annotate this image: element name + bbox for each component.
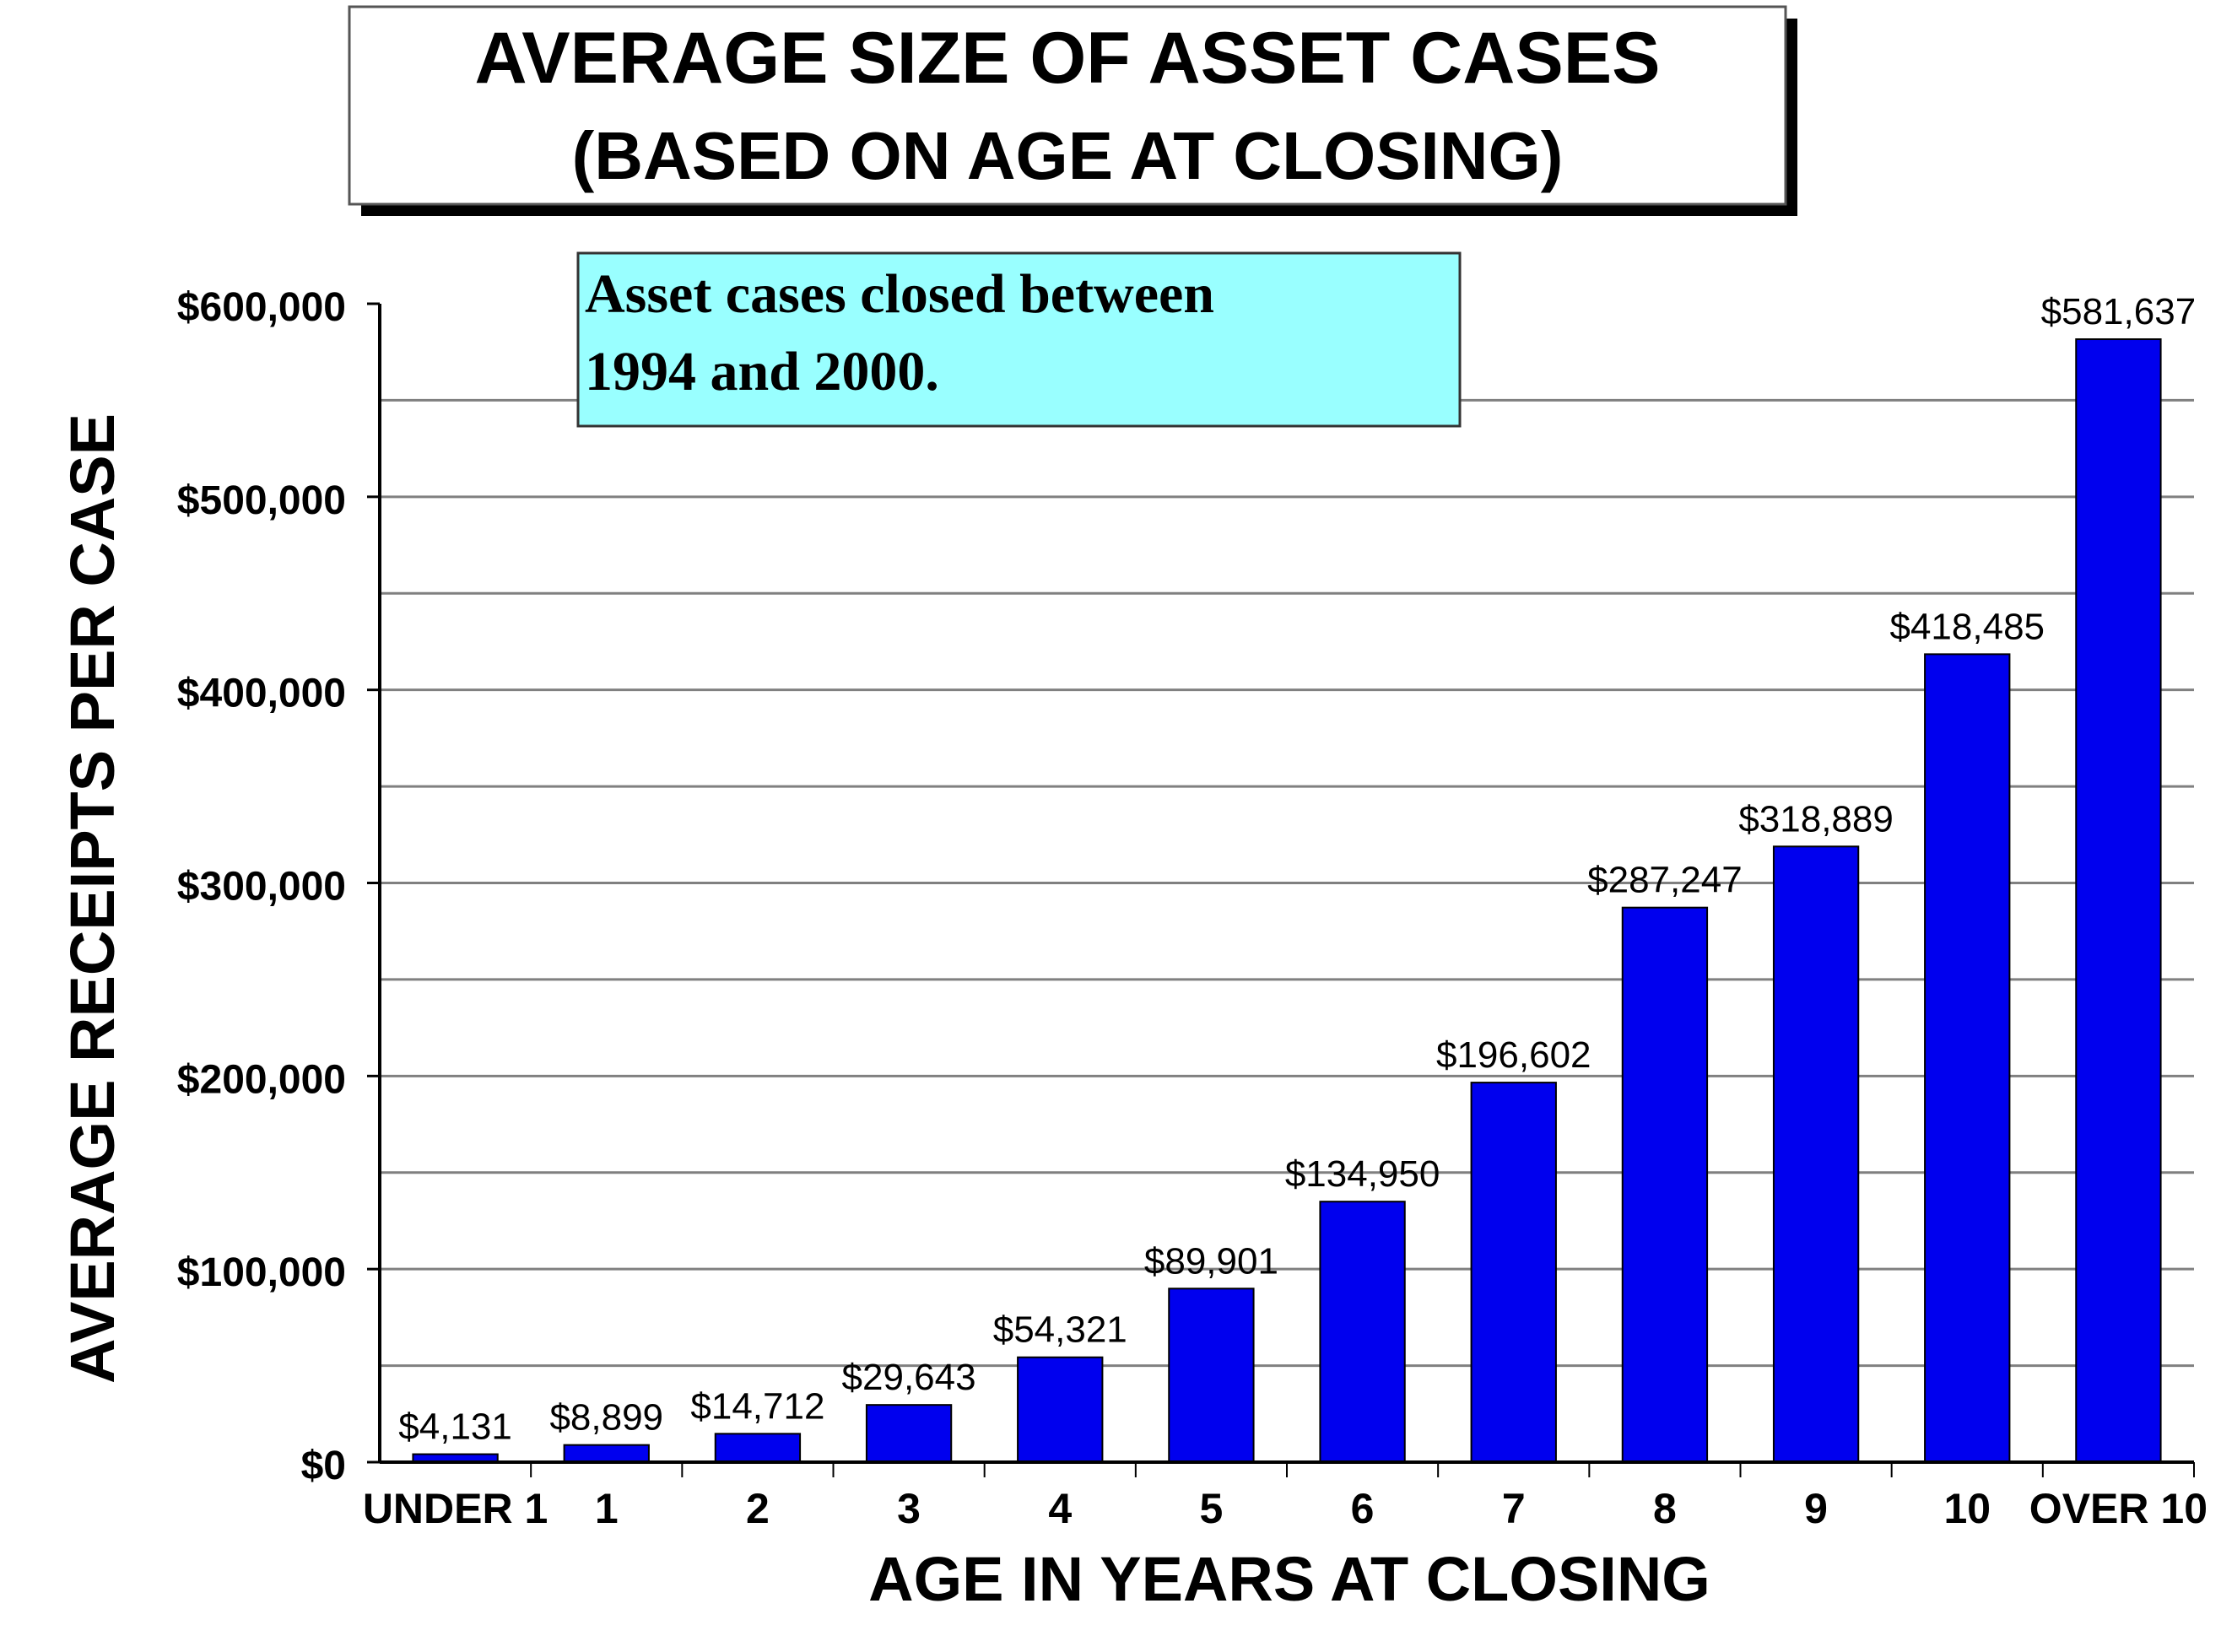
data-label: $287,247 (1587, 860, 1743, 901)
annotation-line-1: Asset cases closed between (585, 263, 1214, 325)
gridlines (380, 398, 2194, 1368)
data-label: $4,131 (398, 1406, 512, 1448)
y-axis-title: AVERAGE RECEIPTS PER CASE (57, 413, 127, 1384)
x-tick-label: UNDER 1 (363, 1485, 548, 1532)
bar (1319, 1201, 1406, 1464)
data-labels: $4,131 $8,899 $14,712 $29,643 $54,321 $89,901… (398, 291, 2196, 1448)
annotation-box (576, 251, 1462, 428)
data-label: $29,643 (842, 1357, 976, 1398)
title-box (348, 5, 1787, 206)
data-label: $196,602 (1436, 1034, 1591, 1076)
y-tick-label: $400,000 (177, 672, 346, 716)
bar (1017, 1356, 1104, 1463)
x-tick-label: 5 (1200, 1485, 1224, 1532)
x-tick-label: 7 (1502, 1485, 1526, 1532)
bar (2075, 338, 2162, 1464)
bar (1470, 1082, 1557, 1464)
x-tick-label: 6 (1351, 1485, 1375, 1532)
x-tick-label: 8 (1653, 1485, 1677, 1532)
data-label: $89,901 (1144, 1240, 1278, 1282)
x-tick-label: 3 (897, 1485, 921, 1532)
x-tick-label: 9 (1804, 1485, 1828, 1532)
data-label: $14,712 (690, 1385, 824, 1427)
data-label: $54,321 (993, 1309, 1127, 1351)
data-label: $8,899 (549, 1397, 663, 1439)
y-tick-labels: $0 $100,000 $200,000 $300,000 $400,000 $500,0… (177, 285, 346, 1488)
x-tick-label: 2 (746, 1485, 770, 1532)
y-tick-label: $500,000 (177, 478, 346, 523)
bar (714, 1433, 802, 1463)
data-label: $318,889 (1738, 798, 1894, 839)
x-axis-title: AGE IN YEARS AT CLOSING (868, 1544, 1710, 1614)
annotation-line-2: 1994 and 2000. (585, 341, 939, 402)
x-tick-label: 1 (595, 1485, 619, 1532)
chart-subtitle: (BASED ON AGE AT CLOSING) (572, 118, 1564, 193)
data-label: $134,950 (1285, 1153, 1440, 1195)
bar (1924, 653, 2011, 1463)
y-tick-label: $100,000 (177, 1250, 346, 1295)
x-tick-labels: UNDER 1 1 2 3 4 5 6 7 8 9 10 OVER 10 (363, 1485, 2207, 1532)
y-tick-label: $600,000 (177, 285, 346, 330)
data-label: $581,637 (2041, 291, 2197, 332)
x-tick-label: 4 (1048, 1485, 1072, 1532)
data-label: $418,485 (1889, 606, 2045, 647)
x-tick-label: 10 (1943, 1485, 1991, 1532)
y-tick-label: $0 (301, 1444, 346, 1488)
bar (563, 1444, 650, 1463)
chart-title: AVERAGE SIZE OF ASSET CASES (475, 18, 1661, 99)
axes (367, 302, 2195, 1477)
y-tick-label: $200,000 (177, 1057, 346, 1102)
bars (412, 338, 2162, 1464)
bar (1772, 845, 1860, 1463)
bar (1621, 906, 1709, 1463)
bar (1168, 1288, 1255, 1463)
y-tick-label: $300,000 (177, 865, 346, 910)
bar (865, 1404, 953, 1464)
x-tick-label: OVER 10 (2029, 1485, 2207, 1532)
